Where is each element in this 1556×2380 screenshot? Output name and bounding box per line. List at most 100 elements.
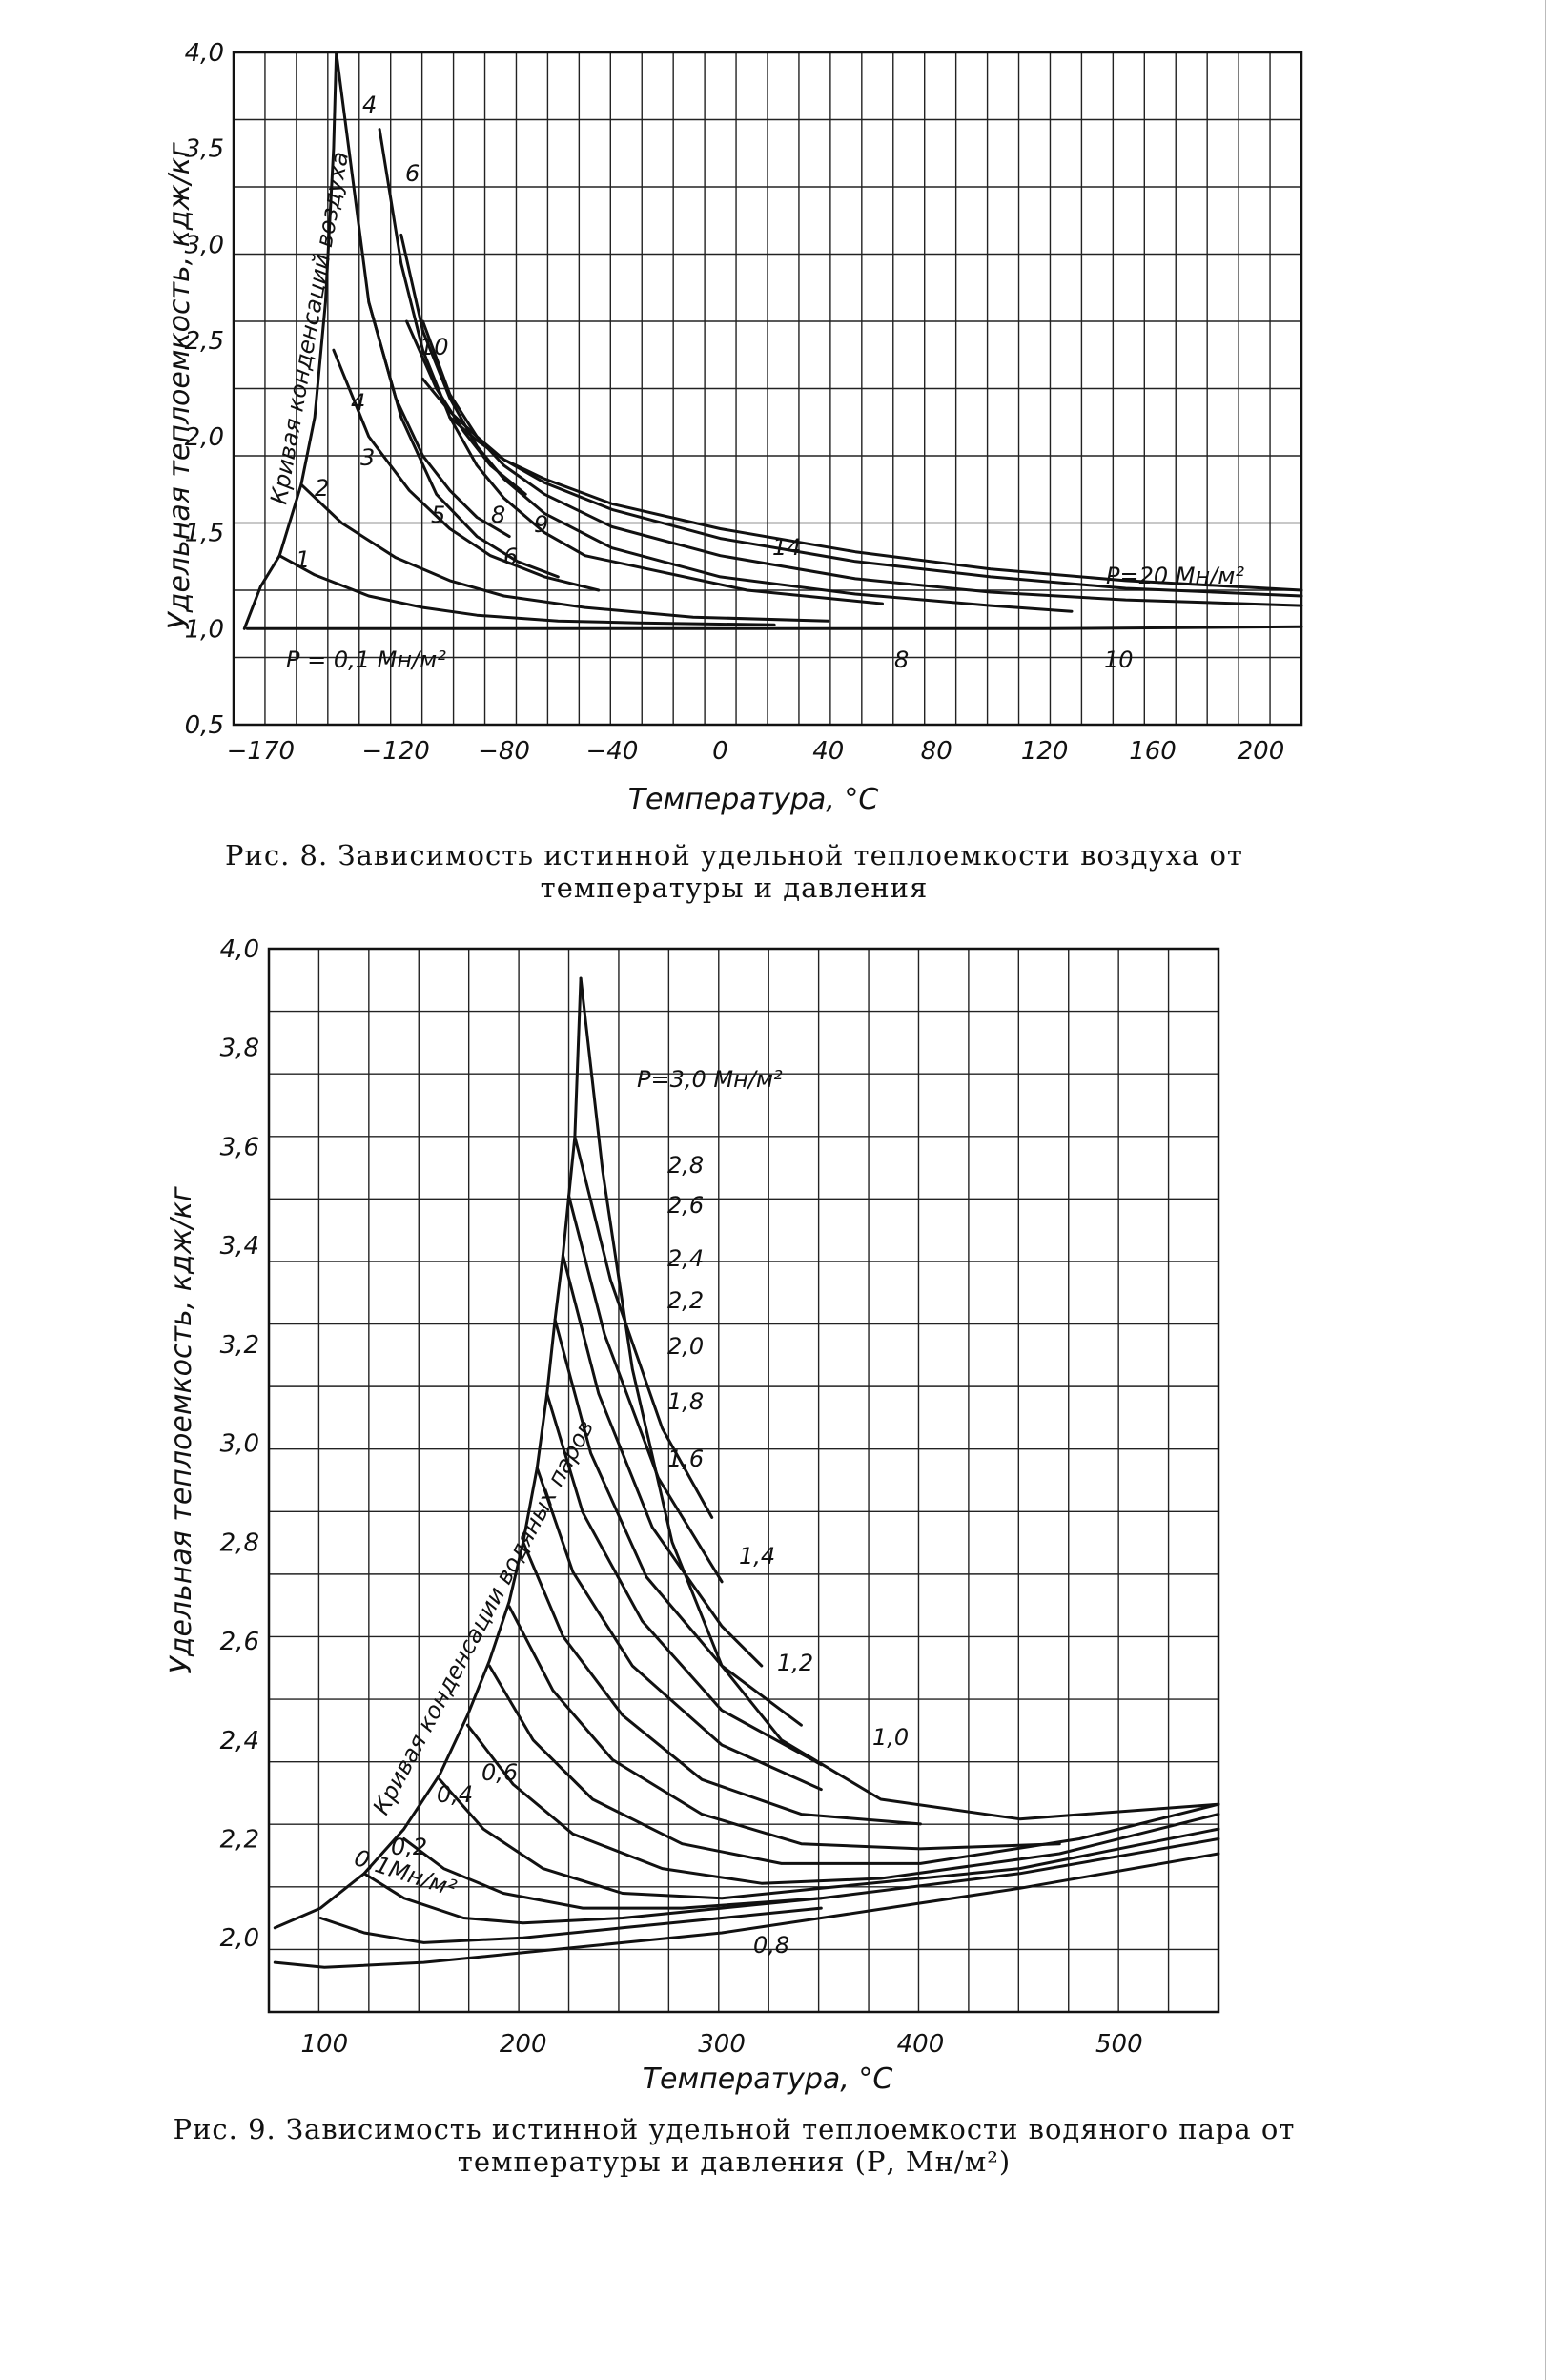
series-line-Кривая-конденсации-водяных-паров	[273, 976, 583, 1930]
figure-9-labels: Температура, °С Удельная теплоемкость, к…	[165, 1066, 909, 2096]
y-tick-label: 2,6	[220, 1628, 259, 1656]
figure-8-p-high-label: P=20 Мн/м²	[1106, 563, 1244, 589]
curve-label: 8	[894, 646, 909, 673]
series-line-1-2	[487, 1664, 1220, 1865]
series-line-9	[405, 319, 527, 496]
figure-8-grid	[232, 51, 1303, 727]
x-tick-label: 100	[301, 2030, 349, 2059]
figure-9-condensation-label: Кривая конденсации водяных паров	[368, 1415, 600, 1818]
curve-label: 2	[315, 475, 329, 502]
curve-label: 14	[772, 534, 802, 561]
y-tick-label: 3,5	[185, 135, 224, 164]
y-tick-label: 4,0	[220, 935, 259, 964]
series-line-P-3-0-Мн-м-	[579, 976, 1220, 1821]
series-line-1-0	[465, 1723, 1220, 1885]
curve-label: 9	[534, 511, 548, 538]
x-tick-label: 40	[812, 737, 844, 766]
y-tick-label: 4,0	[185, 39, 224, 68]
figure-8-chart: −170 −120 −80 −40 0 40 80 120 160 200 0,5 1,0 1,5 2,0…	[163, 39, 1303, 816]
series-line-14	[421, 377, 1303, 598]
curve-label: 0,8	[753, 1932, 789, 1959]
curve-label: 1,2	[777, 1650, 813, 1676]
x-tick-label: −40	[586, 737, 639, 766]
curve-label: 2,0	[667, 1333, 704, 1360]
curve-label: 6	[503, 544, 518, 570]
y-tick-label: 2,0	[185, 423, 224, 452]
series-line-1-8	[535, 1467, 823, 1792]
curve-label: 1,8	[667, 1388, 704, 1415]
curve-label: 5	[431, 502, 445, 528]
figure-9-caption: Рис. 9. Зависимость истинной удельной те…	[173, 2113, 1296, 2178]
curve-label: 2,6	[667, 1192, 704, 1219]
y-tick-label: 0,5	[185, 711, 224, 740]
y-tick-label: 2,8	[220, 1529, 259, 1557]
figure-9-grid	[267, 947, 1220, 2014]
series-line-1	[277, 554, 776, 626]
page-edge-line	[1545, 0, 1546, 2380]
y-tick-label: 3,0	[220, 1430, 259, 1459]
x-tick-label: 200	[1238, 737, 1285, 766]
curve-label: 4	[351, 389, 365, 416]
curve-label: 0,6	[481, 1759, 518, 1786]
series-line-2-6	[567, 1194, 724, 1584]
figure-9-p-bottom-label: 0,1Мн/м²	[351, 1844, 460, 1902]
series-line-6	[378, 128, 884, 605]
series-line-3	[332, 348, 601, 592]
y-tick-label: 3,8	[220, 1035, 259, 1063]
curve-label: 0,4	[437, 1781, 473, 1808]
series-line-2-2	[553, 1318, 803, 1727]
x-tick-label: 160	[1129, 737, 1177, 766]
curve-label: 1,4	[739, 1543, 775, 1570]
figure-8-labels: Температура, °С Удельная теплоемкость, к…	[163, 92, 1244, 816]
plot-frame	[267, 947, 1220, 2014]
y-tick-label: 3,0	[185, 231, 224, 259]
y-tick-label: 2,4	[220, 1727, 259, 1755]
figure-9-xlabel: Температура, °С	[643, 2062, 893, 2096]
x-tick-label: 0	[712, 737, 728, 766]
curve-label: 1	[296, 546, 310, 573]
y-tick-label: 2,2	[220, 1825, 259, 1854]
x-tick-label: 80	[921, 737, 952, 766]
figure-9-ticks: 100 200 300 400 500 2,0 2,2 2,4 2,6 2,8 3,0 3,2 3,4 3…	[220, 935, 1143, 2059]
series-line-5	[367, 300, 511, 539]
y-tick-label: 2,5	[185, 327, 224, 356]
curve-label: 2,2	[667, 1287, 704, 1314]
curve-label: 1,0	[872, 1724, 909, 1751]
figure-8-curves	[242, 51, 1303, 630]
series-line-2-8	[573, 1135, 714, 1519]
y-tick-label: 2,0	[220, 1924, 259, 1953]
curve-label: 2,4	[667, 1245, 704, 1272]
figure-8-xlabel: Температура, °С	[628, 783, 879, 816]
x-tick-label: 120	[1021, 737, 1069, 766]
figure-9-curves	[273, 976, 1220, 1969]
series-line-Кривая-конденсаций-воздуха	[242, 51, 338, 630]
curve-label: 10	[420, 334, 449, 360]
x-tick-label: 300	[698, 2030, 746, 2059]
series-line-0-4	[362, 1872, 823, 1925]
series-line-1-6	[522, 1540, 922, 1826]
curve-label: 0,2	[391, 1834, 427, 1860]
series-line-0-6	[402, 1837, 1220, 1910]
curve-label: 3	[360, 444, 375, 471]
series-line-2-4	[561, 1254, 764, 1668]
y-tick-label: 3,4	[220, 1232, 259, 1261]
figure-8-condensation-label: Кривая конденсаций воздуха	[265, 150, 354, 506]
x-tick-label: −80	[478, 737, 530, 766]
figure-9-p-top-label: P=3,0 Мн/м²	[637, 1066, 783, 1093]
curve-label: 8	[491, 502, 505, 528]
curve-label: 6	[405, 160, 420, 187]
plot-frame	[232, 51, 1303, 727]
y-tick-label: 1,5	[185, 520, 224, 548]
y-tick-label: 3,6	[220, 1133, 259, 1161]
series-line-0-2	[318, 1906, 823, 1944]
series-line-0-1-Мн-м-	[273, 1852, 1220, 1969]
x-tick-label: 200	[500, 2030, 547, 2059]
series-line-10	[421, 319, 1303, 607]
series-line-0-8	[438, 1777, 1220, 1900]
figure-8-ylabel: Удельная теплоемкость, кдж/кг	[163, 142, 196, 629]
x-tick-label: −120	[361, 737, 429, 766]
curve-label: 10	[1104, 646, 1134, 673]
y-tick-label: 3,2	[220, 1331, 259, 1360]
figure-8-p-low-label: P = 0,1 Мн/м²	[286, 646, 446, 673]
x-tick-label: 500	[1095, 2030, 1143, 2059]
